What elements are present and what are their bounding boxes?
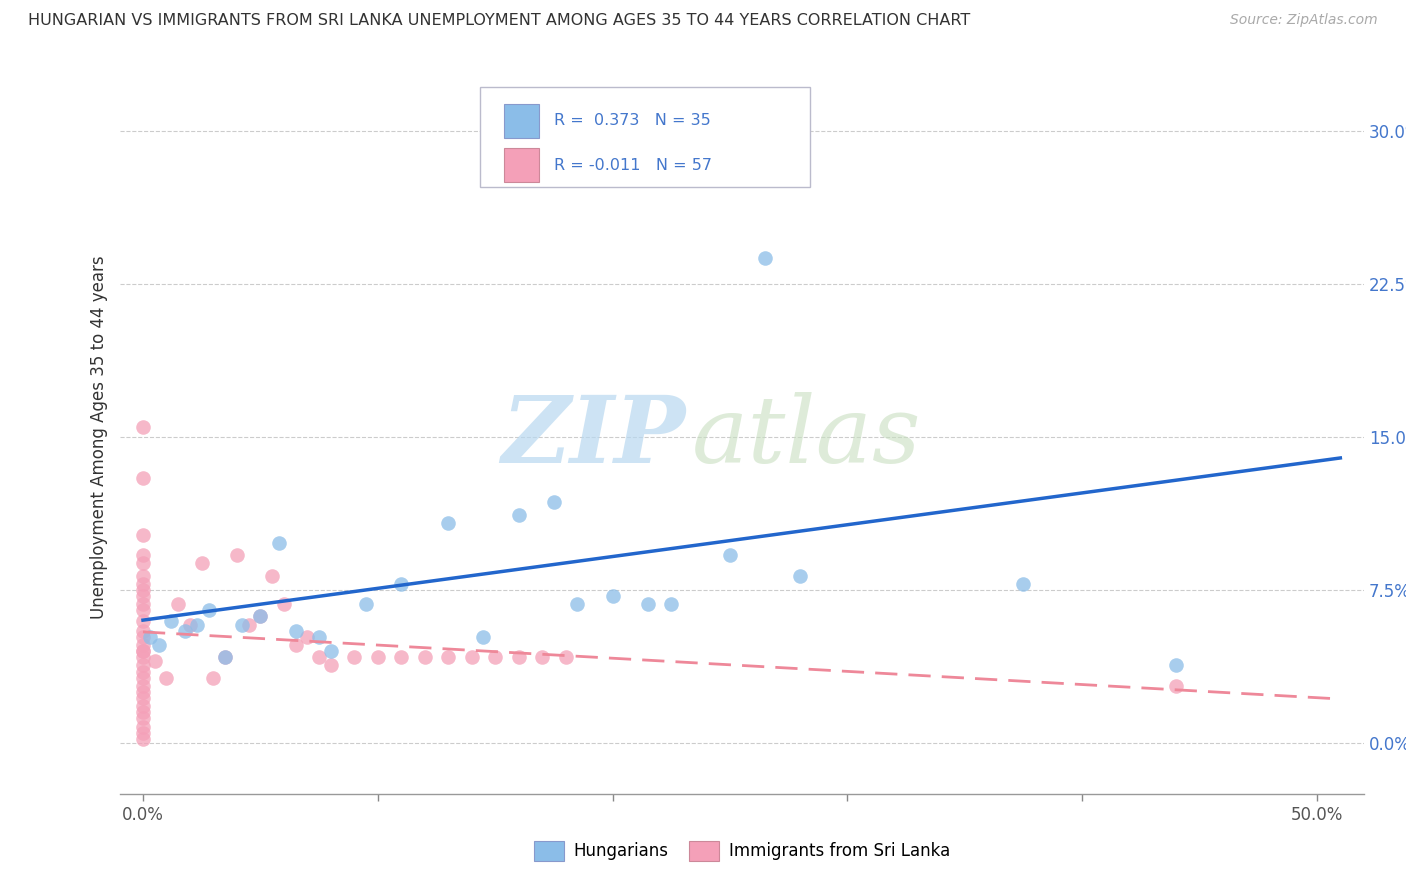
Point: [1164, 658, 1187, 673]
Point: [789, 568, 811, 582]
Point: [143, 654, 166, 668]
Point: [269, 536, 291, 550]
Point: [160, 614, 183, 628]
Point: [343, 650, 366, 665]
Point: [554, 650, 576, 665]
Point: [319, 644, 342, 658]
Point: [132, 549, 155, 563]
Point: [214, 650, 236, 665]
Text: HUNGARIAN VS IMMIGRANTS FROM SRI LANKA UNEMPLOYMENT AMONG AGES 35 TO 44 YEARS CO: HUNGARIAN VS IMMIGRANTS FROM SRI LANKA U…: [28, 13, 970, 29]
Point: [132, 582, 155, 597]
Point: [354, 597, 377, 611]
Point: [273, 597, 295, 611]
Point: [754, 251, 776, 265]
Point: [484, 650, 506, 665]
Text: R = -0.011   N = 57: R = -0.011 N = 57: [554, 158, 711, 173]
Point: [167, 597, 190, 611]
Point: [567, 597, 589, 611]
Point: [132, 711, 155, 725]
Point: [174, 624, 197, 638]
Text: R =  0.373   N = 35: R = 0.373 N = 35: [554, 113, 710, 128]
Point: [308, 630, 330, 644]
Point: [602, 589, 624, 603]
Point: [186, 617, 208, 632]
Point: [543, 495, 565, 509]
Point: [460, 650, 482, 665]
Point: [284, 624, 307, 638]
Y-axis label: Unemployment Among Ages 35 to 44 years: Unemployment Among Ages 35 to 44 years: [90, 255, 108, 619]
Point: [659, 597, 682, 611]
Point: [508, 508, 530, 522]
Point: [238, 617, 260, 632]
Point: [132, 706, 155, 720]
Point: [132, 638, 155, 652]
Point: [389, 577, 412, 591]
Point: [132, 685, 155, 699]
Point: [132, 658, 155, 673]
Point: [297, 630, 319, 644]
Point: [132, 568, 155, 582]
Point: [132, 557, 155, 571]
Point: [531, 650, 554, 665]
Point: [231, 617, 253, 632]
Point: [132, 720, 155, 734]
Point: [637, 597, 659, 611]
FancyBboxPatch shape: [503, 103, 538, 138]
Point: [695, 169, 717, 183]
Point: [155, 671, 177, 685]
Point: [132, 624, 155, 638]
Point: [472, 630, 495, 644]
Point: [1012, 577, 1035, 591]
Text: atlas: atlas: [692, 392, 921, 482]
Point: [132, 671, 155, 685]
Point: [308, 650, 330, 665]
Point: [132, 650, 155, 665]
Text: Source: ZipAtlas.com: Source: ZipAtlas.com: [1230, 13, 1378, 28]
Point: [197, 603, 219, 617]
FancyBboxPatch shape: [481, 87, 810, 187]
Point: [132, 691, 155, 706]
Point: [132, 614, 155, 628]
Point: [132, 420, 155, 434]
FancyBboxPatch shape: [503, 148, 538, 182]
Point: [179, 617, 201, 632]
Point: [249, 609, 271, 624]
Point: [319, 658, 342, 673]
Point: [249, 609, 271, 624]
Point: [148, 638, 170, 652]
Point: [214, 650, 236, 665]
Point: [132, 597, 155, 611]
Point: [132, 528, 155, 542]
Text: ZIP: ZIP: [502, 392, 686, 482]
Point: [132, 471, 155, 485]
Point: [437, 650, 460, 665]
Legend: Hungarians, Immigrants from Sri Lanka: Hungarians, Immigrants from Sri Lanka: [527, 834, 956, 868]
Point: [367, 650, 389, 665]
Point: [190, 557, 212, 571]
Point: [132, 577, 155, 591]
Point: [139, 630, 162, 644]
Point: [202, 671, 225, 685]
Point: [132, 644, 155, 658]
Point: [508, 650, 530, 665]
Point: [718, 549, 741, 563]
Point: [132, 725, 155, 739]
Point: [437, 516, 460, 530]
Point: [1164, 679, 1187, 693]
Point: [132, 731, 155, 746]
Point: [284, 638, 307, 652]
Point: [132, 679, 155, 693]
Point: [132, 630, 155, 644]
Point: [262, 568, 284, 582]
Point: [413, 650, 436, 665]
Point: [132, 589, 155, 603]
Point: [132, 665, 155, 679]
Point: [132, 603, 155, 617]
Point: [225, 549, 247, 563]
Point: [132, 699, 155, 714]
Point: [389, 650, 412, 665]
Point: [132, 644, 155, 658]
